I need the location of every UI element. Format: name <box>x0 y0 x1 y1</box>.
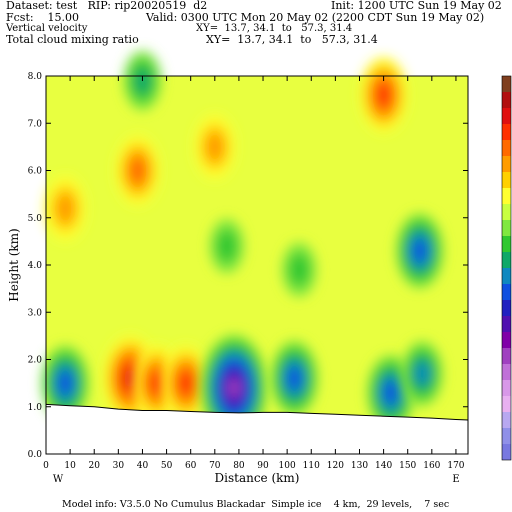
colorbar-swatch-10 <box>502 236 511 252</box>
colorbar-swatch-9 <box>502 220 511 236</box>
field-cell-8 <box>44 175 86 241</box>
field-contour-5-4 <box>287 367 302 390</box>
field-cell-13 <box>282 242 317 297</box>
field-cell-7 <box>401 341 443 407</box>
x-tick-label-17: 170 <box>447 461 464 471</box>
y-tick-label-1: 1.0 <box>28 403 43 413</box>
field-contour-3-4 <box>179 372 193 394</box>
colorbar-swatch-11 <box>502 252 511 268</box>
x-tick-label-12: 120 <box>327 461 344 471</box>
x-tick-label-9: 90 <box>257 461 269 471</box>
field-cell-0 <box>41 345 89 421</box>
x-tick-label-3: 30 <box>113 461 125 471</box>
colorbar-swatch-8 <box>502 204 511 220</box>
endpoint-left-label: W <box>53 474 64 485</box>
init-time-label: Init: 1200 UTC Sun 19 May 02 <box>331 0 502 12</box>
x-tick-label-4: 40 <box>137 461 149 471</box>
field2-name: Total cloud mixing ratio <box>6 33 139 46</box>
y-tick-label-4: 4.0 <box>28 261 43 271</box>
x-tick-label-8: 80 <box>233 461 245 471</box>
field1-name: Vertical velocity <box>6 23 88 34</box>
y-tick-label-6: 6.0 <box>28 167 43 177</box>
field-contour-13-1 <box>288 252 310 287</box>
y-tick-label-8: 8.0 <box>28 72 43 82</box>
colorbar-swatch-5 <box>502 156 511 172</box>
colorbar-frame <box>501 75 512 461</box>
colorbar-swatch-16 <box>502 332 511 348</box>
x-tick-label-10: 100 <box>279 461 296 471</box>
x-tick-label-5: 50 <box>161 461 173 471</box>
field-contour-9-3 <box>129 158 146 183</box>
field-contour-6-4 <box>384 381 398 404</box>
x-tick-label-6: 60 <box>185 461 197 471</box>
terrain <box>45 403 469 455</box>
field-contour-4-7 <box>227 377 241 398</box>
x-tick-label-1: 10 <box>64 461 76 471</box>
x-tick-label-16: 160 <box>423 461 440 471</box>
y-tick-label-0: 0.0 <box>28 450 43 460</box>
y-axis-title: Height (km) <box>7 228 21 301</box>
valid-time-label: Valid: 0300 UTC Mon 20 May 02 (2200 CDT … <box>146 11 485 24</box>
field-cell-12 <box>209 218 245 274</box>
field-cell-9 <box>115 135 160 206</box>
x-tick-label-14: 140 <box>375 461 392 471</box>
field-contour-14-4 <box>376 84 391 106</box>
colorbar-swatch-7 <box>502 188 511 204</box>
colorbar-swatch-12 <box>502 268 511 284</box>
x-tick-label-0: 0 <box>43 461 49 471</box>
dataset-label: Dataset: test RIP: rip20020519 d2 <box>6 0 208 12</box>
colorbar-swatch-2 <box>502 108 511 124</box>
colorbar-swatch-21 <box>502 412 511 428</box>
colorbar-swatch-19 <box>502 380 511 396</box>
x-tick-label-15: 150 <box>399 461 416 471</box>
colorbar-swatch-23 <box>502 444 511 460</box>
field-contour-2-4 <box>150 372 164 394</box>
colorbar-swatch-4 <box>502 140 511 156</box>
y-tick-label-2: 2.0 <box>28 356 43 366</box>
colorbar-swatch-17 <box>502 348 511 364</box>
field-cell-3 <box>162 345 210 421</box>
model-info: Model info: V3.5.0 No Cumulus Blackadar … <box>62 499 450 510</box>
field2-cross-section: XY= 13.7, 34.1 to 57.3, 31.4 <box>206 33 378 46</box>
field-cell-10 <box>194 114 236 180</box>
colorbar-swatch-22 <box>502 428 511 444</box>
colorbar-swatch-15 <box>502 316 511 332</box>
colorbar-swatch-20 <box>502 396 511 412</box>
y-tick-label-7: 7.0 <box>28 119 43 129</box>
colorbar-swatch-18 <box>502 364 511 380</box>
endpoint-right-label: E <box>452 474 459 485</box>
field-contour-11-4 <box>413 240 427 262</box>
field-contour-7-3 <box>415 362 430 385</box>
x-tick-label-2: 20 <box>89 461 101 471</box>
y-tick-label-3: 3.0 <box>28 308 43 318</box>
colorbar-swatch-1 <box>502 92 511 108</box>
x-tick-label-11: 110 <box>303 461 320 471</box>
x-axis-title: Distance (km) <box>215 471 300 485</box>
colorbar-swatch-3 <box>502 124 511 140</box>
field-contour-8-2 <box>56 193 75 223</box>
x-tick-label-13: 130 <box>351 461 368 471</box>
field-cell-14 <box>360 57 408 133</box>
field1-cross-section: XY= 13.7, 34.1 to 57.3, 31.4 <box>196 23 353 34</box>
field-contour-0-4 <box>58 372 73 394</box>
field-contour-10-2 <box>205 132 224 162</box>
field-cell-5 <box>270 340 318 416</box>
colorbar-swatch-14 <box>502 300 511 316</box>
colorbar-swatch-13 <box>502 284 511 300</box>
colorbar-swatch-6 <box>502 172 511 188</box>
forecast-hour-label: Fcst: 15.00 <box>6 11 80 24</box>
y-tick-label-5: 5.0 <box>28 214 43 224</box>
colorbar-swatch-0 <box>502 76 511 92</box>
x-tick-label-7: 70 <box>209 461 221 471</box>
field-contour-12-1 <box>216 229 238 263</box>
field-cell-11 <box>396 213 444 289</box>
